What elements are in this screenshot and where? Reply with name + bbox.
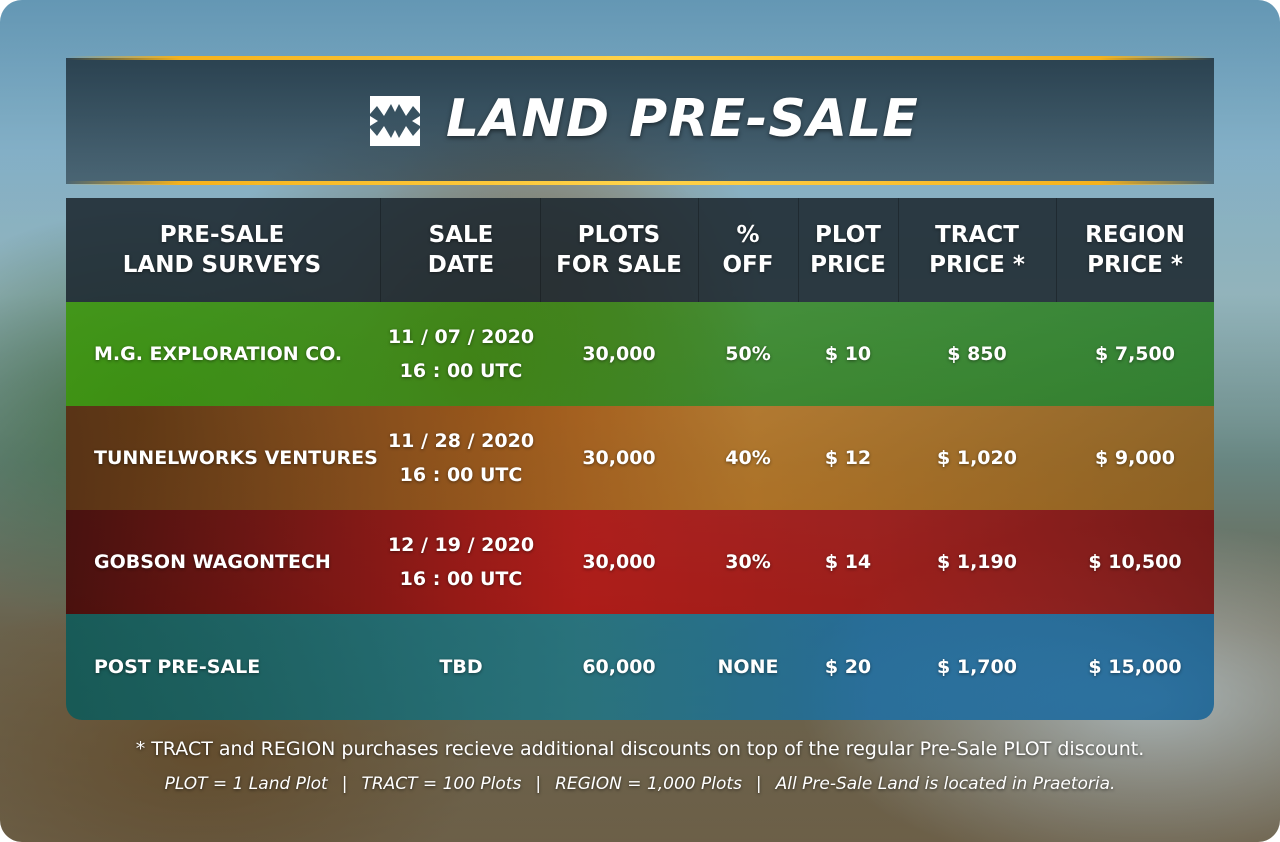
plots-for-sale: 60,000	[582, 656, 656, 678]
top-gold-divider	[66, 56, 1214, 60]
header-land-surveys: PRE-SALE LAND SURVEYS	[66, 198, 378, 302]
plots-for-sale: 30,000	[582, 551, 656, 573]
page-title: LAND PRE-SALE	[446, 89, 919, 149]
header-text: PRICE	[810, 252, 886, 278]
column-divider	[1056, 198, 1057, 302]
sale-date-day: TBD	[439, 656, 483, 678]
title-banner	[66, 58, 1214, 184]
sale-date: 12 / 19 / 2020 16 : 00 UTC	[382, 510, 540, 614]
plot-price: $ 10	[824, 343, 872, 365]
percent-off: 50%	[725, 343, 771, 365]
column-divider	[898, 198, 899, 302]
column-divider	[540, 198, 541, 302]
plots-for-sale: 30,000	[582, 343, 656, 365]
region-price: $ 9,000	[1095, 447, 1175, 469]
tract-price: $ 1,190	[937, 551, 1017, 573]
plot-price: $ 20	[824, 656, 872, 678]
survey-name: POST PRE-SALE	[94, 656, 261, 678]
header-percent-off: % OFF	[698, 198, 798, 302]
survey-name: M.G. EXPLORATION CO.	[94, 343, 343, 365]
legend-region: REGION = 1,000 Plots	[555, 774, 742, 794]
table-row: M.G. EXPLORATION CO. 11 / 07 / 2020 16 :…	[66, 302, 1214, 406]
header-text: OFF	[722, 252, 774, 278]
fanged-maw-icon	[366, 92, 424, 150]
sale-date-day: 11 / 28 / 2020	[387, 430, 535, 452]
header-text: PLOT	[815, 222, 881, 248]
legend-plot: PLOT = 1 Land Plot	[164, 774, 328, 794]
survey-name: GOBSON WAGONTECH	[94, 551, 331, 573]
legend-divider: |	[755, 774, 762, 794]
sale-date: TBD	[382, 614, 540, 720]
header-text: TRACT	[935, 222, 1019, 248]
sale-date: 11 / 07 / 2020 16 : 00 UTC	[382, 302, 540, 406]
header-text: PRICE *	[1087, 252, 1183, 278]
plots-for-sale: 30,000	[582, 447, 656, 469]
sale-date-day: 11 / 07 / 2020	[387, 326, 535, 348]
sale-date-time: 16 : 00 UTC	[399, 360, 523, 382]
header-text: SALE	[428, 222, 494, 248]
header-text: FOR SALE	[556, 252, 682, 278]
region-price: $ 10,500	[1088, 551, 1182, 573]
discount-footnote: * TRACT and REGION purchases recieve add…	[135, 738, 1145, 760]
table-row: GOBSON WAGONTECH 12 / 19 / 2020 16 : 00 …	[66, 510, 1214, 614]
header-plots-for-sale: PLOTS FOR SALE	[540, 198, 698, 302]
header-text: PRICE *	[929, 252, 1025, 278]
header-text: PLOTS	[577, 222, 661, 248]
tract-price: $ 1,020	[937, 447, 1017, 469]
pricing-table: PRE-SALE LAND SURVEYS SALE DATE PLOTS FO…	[66, 198, 1214, 720]
legend-location: All Pre-Sale Land is located in Praetori…	[775, 774, 1116, 794]
sale-date-day: 12 / 19 / 2020	[387, 534, 535, 556]
table-row: POST PRE-SALE TBD 60,000 NONE $ 20 $ 1,7…	[66, 614, 1214, 720]
header-text: DATE	[427, 252, 495, 278]
header-text: %	[736, 222, 760, 248]
header-sale-date: SALE DATE	[382, 198, 540, 302]
column-divider	[798, 198, 799, 302]
legend-divider: |	[535, 774, 542, 794]
tract-price: $ 1,700	[937, 656, 1017, 678]
sale-date-time: 16 : 00 UTC	[399, 568, 523, 590]
region-price: $ 7,500	[1095, 343, 1175, 365]
bottom-gold-divider	[66, 181, 1214, 185]
sale-date: 11 / 28 / 2020 16 : 00 UTC	[382, 406, 540, 510]
sale-date-time: 16 : 00 UTC	[399, 464, 523, 486]
header-tract-price: TRACT PRICE *	[898, 198, 1056, 302]
unit-legend: PLOT = 1 Land Plot | TRACT = 100 Plots | REG…	[0, 774, 1280, 794]
legend-divider: |	[341, 774, 348, 794]
survey-name: TUNNELWORKS VENTURES	[94, 447, 378, 469]
column-divider	[380, 198, 381, 302]
header-plot-price: PLOT PRICE	[798, 198, 898, 302]
percent-off: NONE	[717, 656, 779, 678]
header-text: PRE-SALE	[159, 222, 285, 248]
plot-price: $ 14	[824, 551, 872, 573]
column-divider	[698, 198, 699, 302]
tract-price: $ 850	[947, 343, 1007, 365]
legend-tract: TRACT = 100 Plots	[361, 774, 522, 794]
table-header: PRE-SALE LAND SURVEYS SALE DATE PLOTS FO…	[66, 198, 1214, 302]
plot-price: $ 12	[824, 447, 872, 469]
table-row: TUNNELWORKS VENTURES 11 / 28 / 2020 16 :…	[66, 406, 1214, 510]
percent-off: 30%	[725, 551, 771, 573]
header-text: LAND SURVEYS	[122, 252, 322, 278]
header-region-price: REGION PRICE *	[1056, 198, 1214, 302]
region-price: $ 15,000	[1088, 656, 1182, 678]
header-text: REGION	[1085, 222, 1185, 248]
percent-off: 40%	[725, 447, 771, 469]
